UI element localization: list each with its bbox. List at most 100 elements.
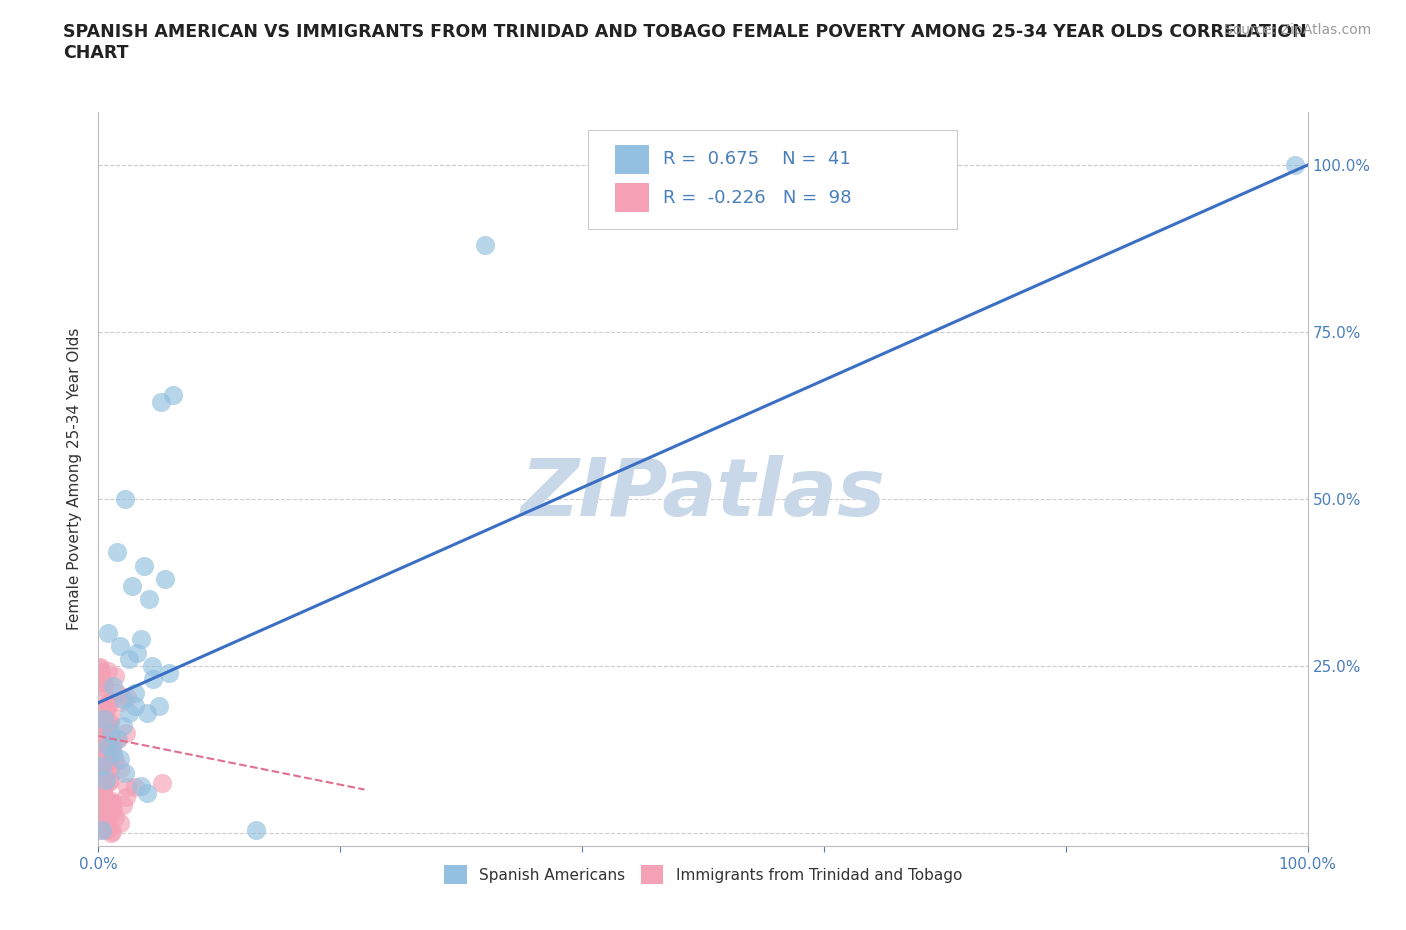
- Point: [111, 719, 134, 734]
- Point: [114, 765, 136, 780]
- Point: [245, 822, 267, 837]
- Point: [97, 697, 120, 711]
- Point: [91, 724, 114, 739]
- Point: [98, 695, 121, 710]
- Point: [90, 774, 112, 789]
- Point: [100, 738, 122, 753]
- Point: [107, 732, 129, 747]
- Point: [94, 730, 117, 745]
- Point: [124, 685, 146, 700]
- Point: [100, 773, 122, 788]
- Point: [89, 709, 111, 724]
- Point: [96, 751, 118, 766]
- Point: [100, 730, 122, 745]
- Bar: [614, 145, 648, 174]
- Text: Source: ZipAtlas.com: Source: ZipAtlas.com: [1223, 23, 1371, 37]
- Point: [134, 558, 156, 573]
- Point: [162, 388, 184, 403]
- Point: [97, 738, 120, 753]
- Point: [118, 652, 141, 667]
- Point: [115, 779, 138, 794]
- Point: [111, 798, 134, 813]
- Point: [97, 663, 120, 678]
- Point: [474, 238, 496, 253]
- Point: [94, 710, 117, 724]
- Point: [150, 776, 173, 790]
- Legend: Spanish Americans, Immigrants from Trinidad and Tobago: Spanish Americans, Immigrants from Trini…: [437, 859, 969, 890]
- Point: [87, 729, 110, 744]
- Point: [90, 813, 112, 828]
- Point: [129, 631, 152, 646]
- Point: [101, 679, 124, 694]
- Point: [93, 820, 115, 835]
- Point: [91, 782, 114, 797]
- Point: [90, 821, 112, 836]
- Point: [124, 698, 146, 713]
- Point: [89, 732, 111, 747]
- Point: [138, 591, 160, 606]
- Point: [129, 778, 152, 793]
- Point: [97, 808, 120, 823]
- Point: [108, 752, 131, 767]
- Point: [94, 733, 117, 748]
- Point: [1284, 157, 1306, 172]
- Point: [108, 761, 131, 776]
- Point: [94, 795, 117, 810]
- Point: [89, 659, 111, 674]
- Text: SPANISH AMERICAN VS IMMIGRANTS FROM TRINIDAD AND TOBAGO FEMALE POVERTY AMONG 25-: SPANISH AMERICAN VS IMMIGRANTS FROM TRIN…: [63, 23, 1308, 62]
- Point: [108, 639, 131, 654]
- Point: [148, 698, 170, 713]
- Bar: [614, 183, 648, 212]
- Point: [91, 735, 114, 750]
- Point: [157, 665, 180, 680]
- Point: [93, 788, 115, 803]
- Point: [100, 795, 122, 810]
- Point: [114, 492, 136, 507]
- Point: [105, 732, 128, 747]
- Point: [141, 658, 163, 673]
- Point: [153, 572, 176, 587]
- Point: [100, 710, 122, 724]
- Point: [90, 718, 112, 733]
- Point: [100, 725, 122, 740]
- Point: [108, 816, 131, 830]
- Point: [89, 661, 111, 676]
- Point: [91, 785, 114, 800]
- Point: [94, 767, 117, 782]
- Point: [87, 732, 110, 747]
- Point: [91, 748, 114, 763]
- Point: [97, 717, 120, 732]
- Point: [100, 794, 122, 809]
- Point: [105, 545, 128, 560]
- Point: [103, 802, 125, 817]
- Point: [96, 756, 118, 771]
- Point: [98, 803, 121, 817]
- Point: [150, 394, 173, 409]
- Text: ZIPatlas: ZIPatlas: [520, 455, 886, 533]
- Point: [127, 645, 149, 660]
- Point: [96, 700, 118, 715]
- Point: [94, 820, 117, 835]
- Point: [93, 743, 115, 758]
- Point: [97, 625, 120, 640]
- Point: [98, 761, 121, 776]
- Point: [90, 785, 112, 800]
- Point: [111, 692, 134, 707]
- Point: [94, 792, 117, 807]
- Point: [90, 725, 112, 740]
- Point: [118, 705, 141, 720]
- Point: [96, 822, 118, 837]
- Point: [90, 672, 112, 687]
- Y-axis label: Female Poverty Among 25-34 Year Olds: Female Poverty Among 25-34 Year Olds: [67, 327, 83, 631]
- Point: [87, 805, 110, 820]
- Point: [90, 801, 112, 816]
- Point: [93, 712, 115, 727]
- Point: [93, 790, 115, 805]
- Point: [90, 722, 112, 737]
- Point: [96, 718, 118, 733]
- Point: [89, 763, 111, 777]
- Point: [90, 769, 112, 784]
- Point: [110, 695, 132, 710]
- Point: [91, 809, 114, 824]
- Point: [135, 786, 157, 801]
